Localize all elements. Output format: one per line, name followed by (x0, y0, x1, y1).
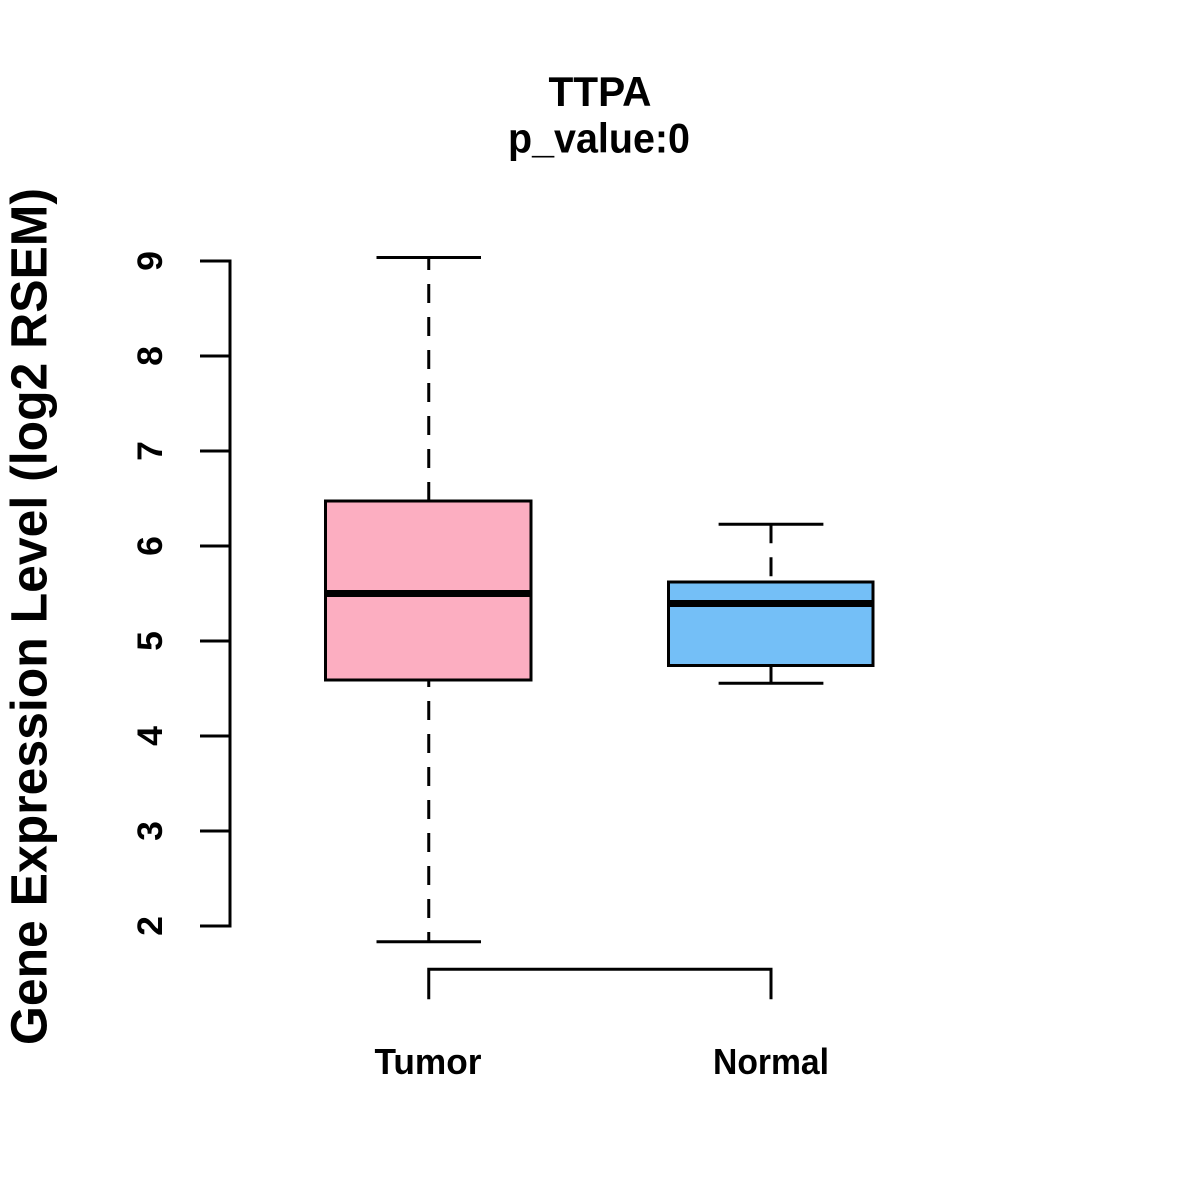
svg-text:7: 7 (130, 441, 170, 461)
svg-text:4: 4 (130, 726, 170, 746)
svg-text:Normal: Normal (713, 1041, 829, 1082)
svg-text:9: 9 (130, 251, 170, 271)
svg-text:6: 6 (130, 536, 170, 556)
svg-text:p_value:0: p_value:0 (508, 115, 690, 162)
svg-text:5: 5 (130, 631, 170, 651)
svg-text:2: 2 (130, 916, 170, 936)
svg-text:TTPA: TTPA (549, 68, 652, 115)
svg-text:Tumor: Tumor (375, 1041, 482, 1082)
svg-text:8: 8 (130, 346, 170, 366)
svg-text:Gene Expression Level (log2 RS: Gene Expression Level (log2 RSEM) (1, 188, 58, 1045)
svg-text:3: 3 (130, 821, 170, 841)
